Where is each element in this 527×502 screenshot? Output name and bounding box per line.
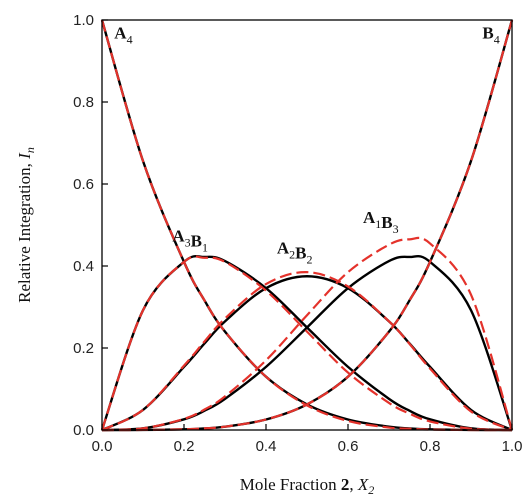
label-a4: A4 xyxy=(114,23,132,46)
y-tick-label: 0.6 xyxy=(73,176,94,193)
ticks-layer: 0.0 0.2 0.4 0.6 0.8 1.0 0.0 0.2 0.4 0.6 0.8 1.0 xyxy=(73,12,522,455)
y-tick-label: 0.0 xyxy=(73,422,94,439)
label-letter: A xyxy=(277,239,290,258)
y-tick-label: 0.8 xyxy=(73,94,94,111)
y-tick-label: 0.2 xyxy=(73,340,94,357)
plot-frame xyxy=(102,20,512,430)
label-letter: B xyxy=(482,23,493,42)
label-letter: A xyxy=(172,226,185,245)
label-subscript: 4 xyxy=(494,32,500,46)
series-line-b4-solid xyxy=(102,20,512,430)
series-line-a2b2-solid xyxy=(102,276,512,430)
series-line-a4-dashed xyxy=(102,20,512,430)
label-b4: B4 xyxy=(482,23,499,46)
x-label-sub: 2 xyxy=(368,483,374,497)
label-subscript: 1 xyxy=(202,240,208,254)
x-axis-label: Mole Fraction 2, X2 xyxy=(240,475,374,497)
label-letter: B xyxy=(381,213,392,232)
x-tick-label: 0.6 xyxy=(338,438,359,455)
label-letter: A xyxy=(363,208,376,227)
label-subscript: 2 xyxy=(307,253,313,267)
label-a1b3: A1B3 xyxy=(363,208,399,236)
label-letter: B xyxy=(295,244,306,263)
label-a2b2: A2B2 xyxy=(277,239,313,267)
series-layer xyxy=(102,20,512,430)
x-tick-label: 1.0 xyxy=(502,438,523,455)
x-tick-label: 0.2 xyxy=(174,438,195,455)
x-tick-label: 0.4 xyxy=(256,438,277,455)
x-tick-label: 0.0 xyxy=(92,438,113,455)
y-tick-label: 0.4 xyxy=(73,258,94,275)
y-label-text: Relative Integration, xyxy=(15,159,34,303)
series-line-a4-solid xyxy=(102,20,512,430)
label-subscript: 4 xyxy=(127,32,133,46)
x-label-bold: 2 xyxy=(341,475,350,494)
label-letter: A xyxy=(114,23,127,42)
x-label-var: X xyxy=(357,475,369,494)
y-tick-label: 1.0 xyxy=(73,12,94,29)
x-tick-label: 0.8 xyxy=(420,438,441,455)
y-label-sub: n xyxy=(23,147,37,153)
label-letter: B xyxy=(191,231,202,250)
label-subscript: 3 xyxy=(393,222,399,236)
x-label-sep: , xyxy=(349,475,358,494)
x-label-text: Mole Fraction xyxy=(240,475,341,494)
y-axis-label: Relative Integration, In xyxy=(15,147,37,303)
series-line-b4-dashed xyxy=(102,20,512,430)
